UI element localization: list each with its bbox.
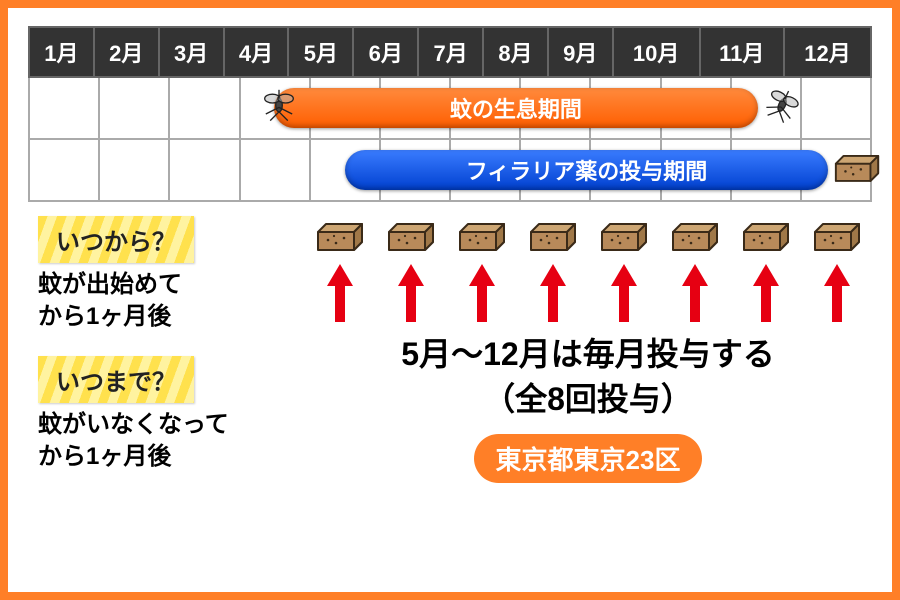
arrow-up-icon	[327, 264, 353, 322]
chewable-icon	[314, 216, 366, 256]
chewable-icon	[740, 216, 792, 256]
arrow-up-icon	[469, 264, 495, 322]
question-tape: いつまで？	[38, 356, 194, 403]
chewable-icon	[385, 216, 437, 256]
answer-text: 蚊が出始めて から1ヶ月後	[38, 269, 304, 334]
month-header: 7月	[418, 27, 483, 77]
infographic-frame: 1月2月3月4月5月6月7月8月9月10月11月12月 蚊の生息期間	[0, 0, 900, 600]
chewable-icon	[456, 216, 508, 256]
bar-label: 蚊の生息期間	[450, 92, 582, 124]
month-header: 10月	[613, 27, 700, 77]
dosing-column: 5月～12月は毎月投与する （全8回投与） 東京都東京23区	[304, 216, 872, 496]
answer-line: から1ヶ月後	[38, 303, 171, 330]
mosquito-season-row: 蚊の生息期間	[29, 77, 871, 139]
arrow-up-icon	[682, 264, 708, 322]
answer-line: 蚊が出始めて	[38, 271, 182, 298]
month-header: 8月	[483, 27, 548, 77]
answer-text: 蚊がいなくなって から1ヶ月後	[38, 409, 304, 474]
answer-line: 蚊がいなくなって	[38, 411, 229, 438]
question-tape: いつから？	[38, 216, 194, 263]
medication-period-row: フィラリア薬の投与期間	[29, 139, 871, 201]
dose-cell	[304, 216, 375, 322]
month-header: 9月	[548, 27, 613, 77]
month-header: 2月	[94, 27, 159, 77]
chewable-icon	[832, 148, 882, 193]
mosquito-icon	[257, 81, 301, 135]
dose-cell	[801, 216, 872, 322]
dose-cell	[517, 216, 588, 322]
dose-cell	[730, 216, 801, 322]
bar-label: フィラリア薬の投与期間	[466, 154, 708, 186]
arrow-up-icon	[753, 264, 779, 322]
qa-column: いつから？ 蚊が出始めて から1ヶ月後 いつまで？ 蚊がいなくなって から1ヶ月…	[28, 216, 304, 496]
month-header: 5月	[288, 27, 353, 77]
chewable-icon	[811, 216, 863, 256]
month-header: 12月	[784, 27, 871, 77]
dose-cell	[659, 216, 730, 322]
arrow-up-icon	[540, 264, 566, 322]
month-header: 3月	[159, 27, 224, 77]
calendar-table: 1月2月3月4月5月6月7月8月9月10月11月12月 蚊の生息期間	[28, 26, 872, 202]
chewable-icon	[598, 216, 650, 256]
summary-line: 5月～12月は毎月投与する	[401, 336, 774, 372]
arrow-up-icon	[611, 264, 637, 322]
month-header-row: 1月2月3月4月5月6月7月8月9月10月11月12月	[29, 27, 871, 77]
month-header: 11月	[700, 27, 785, 77]
dose-row	[304, 216, 872, 322]
answer-line: から1ヶ月後	[38, 443, 171, 470]
mosquito-icon	[761, 81, 805, 135]
summary-line: （全8回投与）	[483, 381, 693, 417]
location-badge: 東京都東京23区	[474, 434, 703, 483]
chewable-icon	[669, 216, 721, 256]
mosquito-season-bar: 蚊の生息期間	[274, 88, 759, 128]
arrow-up-icon	[398, 264, 424, 322]
medication-period-bar: フィラリア薬の投与期間	[345, 150, 828, 190]
month-header: 4月	[224, 27, 289, 77]
summary-text: 5月～12月は毎月投与する （全8回投与）	[304, 332, 872, 422]
lower-section: いつから？ 蚊が出始めて から1ヶ月後 いつまで？ 蚊がいなくなって から1ヶ月…	[28, 216, 872, 496]
arrow-up-icon	[824, 264, 850, 322]
month-header: 6月	[353, 27, 418, 77]
dose-cell	[446, 216, 517, 322]
month-header: 1月	[29, 27, 94, 77]
chewable-icon	[527, 216, 579, 256]
dose-cell	[375, 216, 446, 322]
dose-cell	[588, 216, 659, 322]
